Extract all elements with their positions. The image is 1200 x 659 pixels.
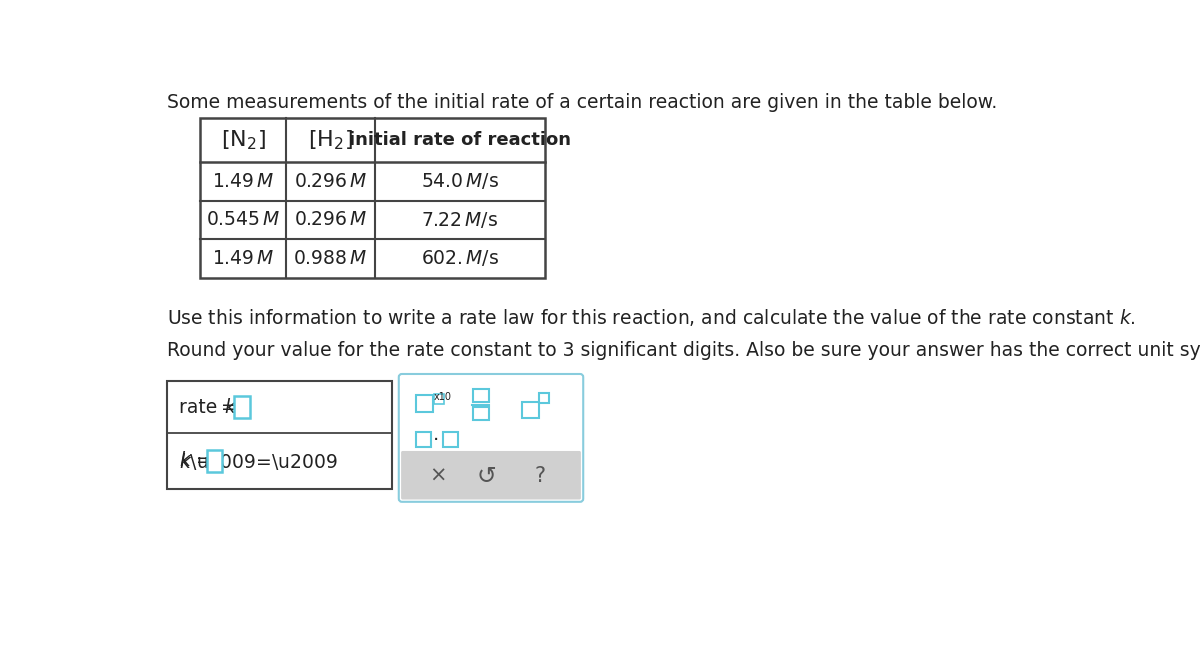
Text: ↺: ↺ xyxy=(476,464,497,488)
Text: Some measurements of the initial rate of a certain reaction are given in the tab: Some measurements of the initial rate of… xyxy=(167,93,997,112)
Bar xyxy=(443,432,457,447)
Text: 54.0$\,M$/s: 54.0$\,M$/s xyxy=(421,171,499,192)
Bar xyxy=(473,389,488,402)
Bar xyxy=(433,394,444,404)
Text: Round your value for the rate constant to 3 significant digits. Also be sure you: Round your value for the rate constant t… xyxy=(167,341,1200,360)
Bar xyxy=(539,393,550,403)
Bar xyxy=(167,381,391,489)
Bar xyxy=(473,407,488,420)
Text: 0.296$\,M$: 0.296$\,M$ xyxy=(294,210,367,229)
Text: 0.545$\,M$: 0.545$\,M$ xyxy=(206,210,280,229)
Text: Use this information to write a rate law for this reaction, and calculate the va: Use this information to write a rate law… xyxy=(167,307,1135,328)
Text: 1.49$\,M$: 1.49$\,M$ xyxy=(211,172,275,191)
Text: 7.22$\,M$/s: 7.22$\,M$/s xyxy=(421,210,498,230)
Bar xyxy=(234,396,250,418)
Text: rate =: rate = xyxy=(179,397,240,416)
Bar xyxy=(206,450,222,472)
Text: 0.988$\,M$: 0.988$\,M$ xyxy=(293,249,367,268)
Text: initial rate of reaction: initial rate of reaction xyxy=(349,131,571,149)
Bar xyxy=(200,117,545,277)
Text: $k$\u2009=\u2009: $k$\u2009=\u2009 xyxy=(179,451,337,471)
Text: $k$ =: $k$ = xyxy=(179,451,211,471)
Text: ?: ? xyxy=(534,466,546,486)
Text: $k$: $k$ xyxy=(223,397,238,416)
Text: 0.296$\,M$: 0.296$\,M$ xyxy=(294,172,367,191)
Bar xyxy=(522,401,539,418)
FancyBboxPatch shape xyxy=(401,451,581,500)
Text: x10: x10 xyxy=(433,392,451,402)
Text: ·: · xyxy=(433,431,439,450)
Text: $\mathrm{[H_2]}$: $\mathrm{[H_2]}$ xyxy=(307,128,353,152)
Text: 1.49$\,M$: 1.49$\,M$ xyxy=(211,249,275,268)
Bar xyxy=(416,432,431,447)
Text: $\mathrm{[N_2]}$: $\mathrm{[N_2]}$ xyxy=(221,128,265,152)
Bar xyxy=(416,395,433,413)
FancyBboxPatch shape xyxy=(398,374,583,501)
Text: ×: × xyxy=(428,466,446,486)
Text: 602.$\,M$/s: 602.$\,M$/s xyxy=(421,248,499,268)
